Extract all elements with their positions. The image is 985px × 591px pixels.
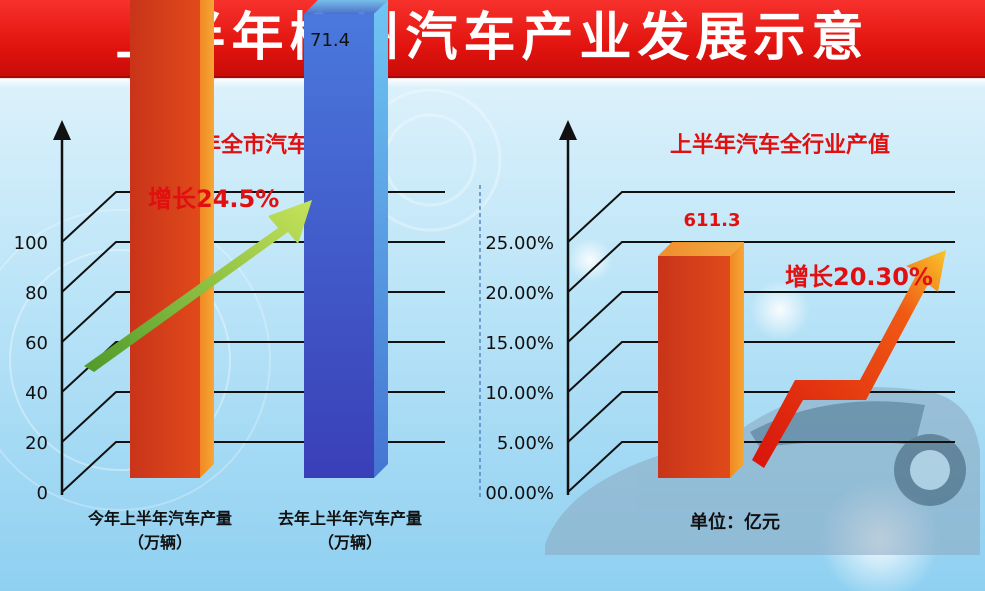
output-value-bar-top: [658, 242, 744, 256]
y-tick-label: 60: [25, 333, 48, 354]
production-y-ticks: 0 20 40 60 80 100: [14, 233, 48, 504]
y-tick-label: 10.00%: [485, 383, 554, 404]
production-bar: [130, 0, 200, 478]
production-bar-side: [200, 0, 214, 478]
output-value-bar-side: [730, 242, 744, 478]
y-tick-label: 25.00%: [485, 233, 554, 254]
output-value-growth-label: 增长20.30%: [785, 263, 933, 291]
production-bar-value-label: 71.4: [310, 30, 350, 51]
gridline: [567, 241, 955, 293]
y-tick-label: 100: [14, 233, 48, 254]
unit-label: 单位：亿元: [690, 512, 780, 533]
production-y-axis-arrow-icon: [53, 120, 71, 140]
production-growth-label: 增长24.5%: [148, 185, 279, 213]
y-tick-label: 00.00%: [485, 483, 554, 504]
output-value-y-ticks: 00.00% 5.00% 10.00% 15.00% 20.00% 25.00%: [485, 233, 554, 504]
output-value-y-axis-arrow-icon: [559, 120, 577, 140]
production-bar: [304, 13, 374, 479]
gridline: [567, 291, 955, 343]
production-bar-side: [374, 0, 388, 478]
output-value-bar-value-label: 611.3: [684, 210, 741, 231]
production-bars: 88.9771.4: [130, 0, 388, 479]
y-tick-label: 20: [25, 433, 48, 454]
y-tick-label: 15.00%: [485, 333, 554, 354]
production-bar-top: [304, 0, 388, 14]
output-value-growth-arrow-icon: [752, 250, 946, 468]
gridline: [567, 191, 955, 243]
y-tick-label: 5.00%: [497, 433, 554, 454]
production-category-label: 今年上半年汽车产量: [87, 509, 232, 528]
y-tick-label: 40: [25, 383, 48, 404]
y-tick-label: 20.00%: [485, 283, 554, 304]
production-category-labels: 今年上半年汽车产量 （万辆） 去年上半年汽车产量 （万辆）: [87, 509, 422, 552]
output-value-bars: 611.3: [658, 210, 744, 478]
gridline: [567, 441, 955, 493]
gridline: [567, 341, 955, 393]
poster-title: 上半年柳州汽车产业发展示意: [115, 8, 870, 68]
production-growth-arrow-icon: [84, 200, 312, 372]
production-category-unit: （万辆）: [318, 533, 382, 552]
production-category-label: 去年上半年汽车产量: [278, 509, 422, 528]
y-tick-label: 0: [37, 483, 48, 504]
y-tick-label: 80: [25, 283, 48, 304]
production-category-unit: （万辆）: [128, 533, 192, 552]
output-value-chart: 上半年汽车全行业产值 00.00% 5.00% 10.00% 15.00% 20.00%…: [485, 120, 955, 504]
car-illustration: [545, 387, 980, 555]
output-value-chart-title: 上半年汽车全行业产值: [670, 132, 890, 158]
output-value-bar: [658, 256, 730, 478]
